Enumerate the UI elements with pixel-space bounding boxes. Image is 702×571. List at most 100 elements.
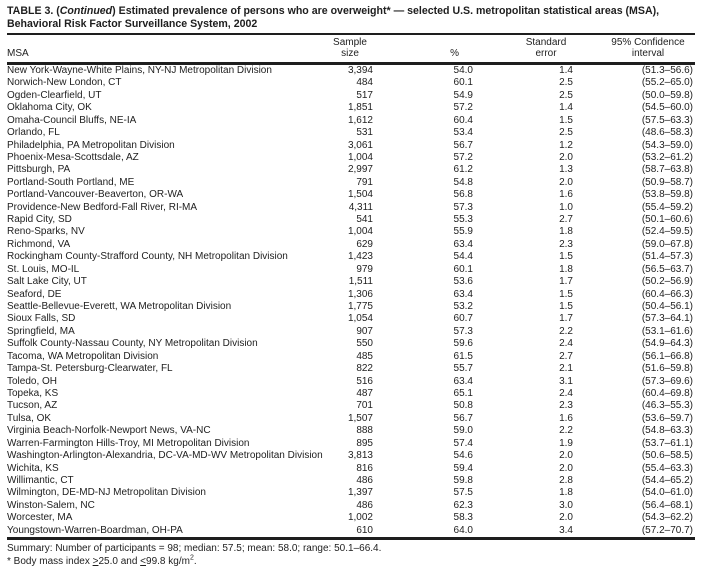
- cell-standard-error: 2.0: [559, 450, 573, 462]
- cell-msa-name: Suffolk County-Nassau County, NY Metropo…: [7, 338, 258, 350]
- cell-msa-name: Oklahoma City, OK: [7, 102, 92, 114]
- cell-sample-size: 1,306: [347, 288, 373, 300]
- table-row: Ogden-Clearfield, UT 517 54.9 2.5 (50.0–…: [7, 90, 695, 102]
- table-row: Richmond, VA 629 63.4 2.3 (59.0–67.8): [7, 239, 695, 251]
- cell-msa-name: Tucson, AZ: [7, 400, 58, 412]
- cell-confidence-interval: (55.2–65.0): [641, 77, 693, 89]
- cell-confidence-interval: (56.4–68.1): [641, 499, 693, 511]
- column-header-msa: MSA: [7, 35, 329, 65]
- cell-percent: 60.7: [453, 313, 473, 325]
- cell-msa-name: Topeka, KS: [7, 387, 59, 399]
- cell-standard-error: 1.5: [559, 251, 573, 263]
- cell-msa-name: Warren-Farmington Hills-Troy, MI Metropo…: [7, 437, 250, 449]
- cell-percent: 54.6: [453, 450, 473, 462]
- cell-standard-error: 2.5: [559, 127, 573, 139]
- cell-sample-size: 1,004: [347, 226, 373, 238]
- cell-sample-size: 487: [356, 387, 373, 399]
- cell-standard-error: 1.0: [559, 201, 573, 213]
- cell-percent: 58.3: [453, 512, 473, 524]
- cell-percent: 55.3: [453, 214, 473, 226]
- cell-confidence-interval: (54.5–60.0): [641, 102, 693, 114]
- cell-confidence-interval: (54.4–65.2): [641, 474, 693, 486]
- cell-percent: 60.1: [453, 77, 473, 89]
- cell-confidence-interval: (56.1–66.8): [641, 350, 693, 362]
- table-row: Wichita, KS 816 59.4 2.0 (55.4–63.3): [7, 463, 695, 475]
- table-row: Toledo, OH 516 63.4 3.1 (57.3–69.6): [7, 376, 695, 388]
- table-title-line2: Behavioral Risk Factor Surveillance Syst…: [7, 18, 258, 30]
- cell-sample-size: 3,813: [347, 450, 373, 462]
- table-row: Topeka, KS 487 65.1 2.4 (60.4–69.8): [7, 388, 695, 400]
- table-row: Winston-Salem, NC 486 62.3 3.0 (56.4–68.…: [7, 500, 695, 512]
- cell-standard-error: 1.5: [559, 301, 573, 313]
- cell-sample-size: 1,002: [347, 512, 373, 524]
- cell-sample-size: 1,054: [347, 313, 373, 325]
- cell-percent: 60.1: [453, 263, 473, 275]
- cell-confidence-interval: (50.6–58.5): [641, 450, 693, 462]
- table-row: New York-Wayne-White Plains, NY-NJ Metro…: [7, 64, 695, 78]
- cell-confidence-interval: (60.4–66.3): [641, 288, 693, 300]
- cell-sample-size: 1,511: [348, 276, 373, 288]
- cell-confidence-interval: (50.2–56.9): [641, 276, 693, 288]
- cell-standard-error: 1.2: [559, 139, 573, 151]
- cell-percent: 57.3: [453, 325, 473, 337]
- table-body: New York-Wayne-White Plains, NY-NJ Metro…: [7, 64, 695, 539]
- cell-msa-name: Willimantic, CT: [7, 474, 74, 486]
- cell-percent: 53.4: [453, 127, 473, 139]
- cell-standard-error: 3.1: [559, 375, 573, 387]
- table-row: Tulsa, OK 1,507 56.7 1.6 (53.6–59.7): [7, 413, 695, 425]
- cell-msa-name: Virginia Beach-Norfolk-Newport News, VA-…: [7, 425, 211, 437]
- cell-percent: 57.2: [453, 102, 473, 114]
- cell-confidence-interval: (51.6–59.8): [641, 363, 693, 375]
- cell-msa-name: Winston-Salem, NC: [7, 499, 95, 511]
- cell-percent: 63.4: [453, 288, 473, 300]
- table-row: Salt Lake City, UT 1,511 53.6 1.7 (50.2–…: [7, 276, 695, 288]
- table-row: Portland-South Portland, ME 791 54.8 2.0…: [7, 177, 695, 189]
- cell-sample-size: 3,394: [347, 65, 373, 76]
- cell-msa-name: Omaha-Council Bluffs, NE-IA: [7, 114, 137, 126]
- cell-msa-name: Springfield, MA: [7, 325, 75, 337]
- cell-confidence-interval: (57.2–70.7): [641, 524, 693, 536]
- cell-sample-size: 1,612: [347, 114, 373, 126]
- cell-standard-error: 1.3: [559, 164, 573, 176]
- cell-msa-name: St. Louis, MO-IL: [7, 263, 80, 275]
- cell-standard-error: 3.0: [559, 499, 573, 511]
- cell-confidence-interval: (56.5–63.7): [641, 263, 693, 275]
- cell-percent: 64.0: [453, 524, 473, 536]
- cell-standard-error: 2.4: [559, 387, 573, 399]
- cell-sample-size: 701: [356, 400, 373, 412]
- cell-confidence-interval: (53.7–61.1): [641, 437, 693, 449]
- cell-percent: 63.4: [453, 375, 473, 387]
- cell-confidence-interval: (58.7–63.8): [641, 164, 693, 176]
- table-row: Philadelphia, PA Metropolitan Division 3…: [7, 140, 695, 152]
- cell-sample-size: 517: [356, 89, 373, 101]
- cell-confidence-interval: (54.3–62.2): [641, 512, 693, 524]
- cell-confidence-interval: (57.5–63.3): [641, 114, 693, 126]
- table-row: Tacoma, WA Metropolitan Division 485 61.…: [7, 351, 695, 363]
- gte-symbol: >: [92, 555, 99, 567]
- cell-confidence-interval: (50.1–60.6): [641, 214, 693, 226]
- cell-msa-name: Tampa-St. Petersburg-Clearwater, FL: [7, 363, 173, 375]
- cell-standard-error: 2.3: [559, 238, 573, 250]
- table-header: MSA Sample size % Standard error 95% Con…: [7, 35, 695, 65]
- cell-percent: 59.6: [453, 338, 473, 350]
- cell-msa-name: Pittsburgh, PA: [7, 164, 71, 176]
- cell-sample-size: 516: [356, 375, 373, 387]
- cell-confidence-interval: (60.4–69.8): [641, 387, 693, 399]
- table-title-rest: ) Estimated prevalence of persons who ar…: [112, 5, 660, 17]
- cell-confidence-interval: (59.0–67.8): [641, 238, 693, 250]
- cell-percent: 54.4: [453, 251, 473, 263]
- cell-sample-size: 1,004: [347, 151, 373, 163]
- cell-percent: 57.5: [453, 487, 473, 499]
- column-header-confidence-interval: 95% Confidence interval: [581, 35, 695, 65]
- table-row: Washington-Arlington-Alexandria, DC-VA-M…: [7, 450, 695, 462]
- cell-sample-size: 531: [356, 127, 373, 139]
- cell-sample-size: 486: [356, 499, 373, 511]
- cell-percent: 62.3: [453, 499, 473, 511]
- cell-msa-name: Philadelphia, PA Metropolitan Division: [7, 139, 175, 151]
- cell-confidence-interval: (55.4–59.2): [641, 201, 693, 213]
- cell-standard-error: 2.0: [559, 512, 573, 524]
- cell-standard-error: 1.8: [559, 487, 573, 499]
- cell-confidence-interval: (50.9–58.7): [641, 176, 693, 188]
- table-row: Omaha-Council Bluffs, NE-IA 1,612 60.4 1…: [7, 115, 695, 127]
- cell-sample-size: 979: [356, 263, 373, 275]
